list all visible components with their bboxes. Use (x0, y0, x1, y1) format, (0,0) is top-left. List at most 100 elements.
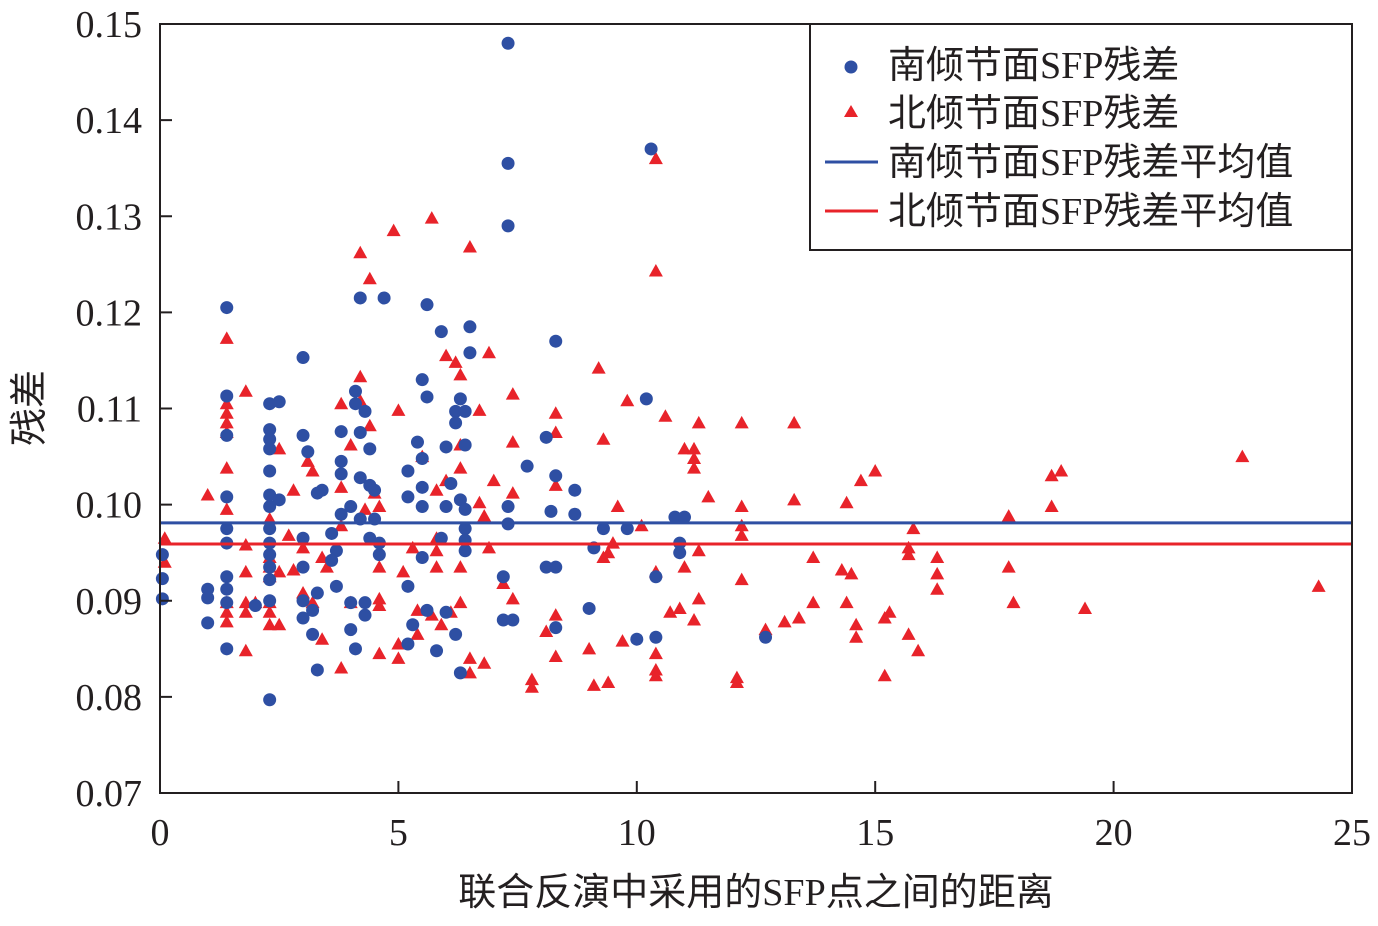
north-residual-point (477, 656, 492, 669)
north-residual-point (663, 605, 678, 618)
north-residual-point (1006, 595, 1021, 609)
south-residual-point (263, 693, 277, 707)
north-residual-point (157, 555, 172, 568)
north-residual-point (849, 630, 864, 643)
south-residual-point (263, 442, 277, 456)
north-residual-point (281, 528, 296, 541)
north-residual-point (286, 562, 301, 576)
south-residual-point (315, 483, 329, 497)
north-residual-point (362, 271, 377, 285)
legend: 南倾节面SFP残差 北倾节面SFP残差 南倾节面SFP残差平均值 北倾节面SFP… (809, 23, 1353, 251)
north-residual-point (434, 617, 449, 631)
south-residual-point (410, 435, 424, 449)
south-residual-point (220, 428, 234, 442)
north-residual-point (219, 331, 234, 344)
north-residual-point (410, 627, 425, 640)
south-residual-point (434, 531, 448, 545)
north-residual-point (448, 355, 463, 368)
south-residual-point (372, 548, 386, 562)
south-residual-point (449, 627, 463, 641)
north-residual-point (505, 591, 520, 605)
north-residual-point (839, 595, 854, 609)
south-residual-point (348, 397, 362, 411)
south-residual-point (263, 500, 277, 514)
south-residual-point (415, 373, 429, 387)
north-residual-point (462, 240, 477, 253)
north-residual-point (1001, 509, 1016, 522)
south-residual-point (155, 592, 169, 606)
south-residual-point (401, 637, 415, 651)
south-residual-point (677, 510, 691, 524)
north-residual-point (462, 651, 477, 664)
north-residual-point (734, 499, 749, 513)
south-residual-point (434, 325, 448, 339)
north-residual-point (787, 415, 802, 429)
north-residual-point (372, 646, 387, 660)
legend-box (809, 23, 1353, 251)
south-residual-point (506, 613, 520, 627)
y-tick-label: 0.07 (76, 773, 143, 815)
north-residual-point (687, 451, 702, 464)
north-residual-point (634, 518, 649, 532)
south-residual-point (353, 471, 367, 485)
north-residual-point (453, 367, 468, 381)
north-residual-point (615, 634, 630, 647)
south-residual-point (501, 219, 515, 233)
north-residual-point (701, 489, 716, 503)
north-residual-point (481, 540, 496, 554)
north-residual-point (219, 461, 234, 474)
north-residual-point (839, 495, 854, 509)
north-residual-point (677, 560, 692, 573)
south-residual-point (439, 500, 453, 514)
north-residual-point (472, 495, 487, 509)
north-residual-point (658, 409, 673, 422)
south-residual-point (296, 594, 310, 608)
south-residual-point (353, 291, 367, 305)
south-residual-point (334, 425, 348, 439)
south-residual-point (296, 611, 310, 625)
north-residual-point (601, 675, 616, 688)
south-residual-point (649, 630, 663, 644)
south-residual-point (363, 442, 377, 456)
south-residual-point (453, 493, 467, 507)
north-residual-point (596, 432, 611, 445)
north-residual-point (691, 543, 706, 557)
north-residual-point (453, 461, 468, 474)
north-residual-point (648, 668, 663, 682)
north-residual-point (610, 499, 625, 513)
south-residual-point (549, 334, 563, 348)
south-residual-point (296, 531, 310, 545)
x-tick-label: 0 (151, 812, 170, 854)
south-residual-point (649, 570, 663, 584)
north-residual-point (911, 643, 926, 657)
north-residual-point (505, 486, 520, 499)
north-residual-point (334, 480, 349, 493)
south-residual-point (549, 469, 563, 483)
north-residual-point (391, 403, 406, 416)
north-residual-point (834, 562, 849, 576)
north-residual-point (505, 435, 520, 448)
south-residual-point (306, 603, 320, 617)
legend-marker-south (844, 60, 858, 74)
north-residual-point (930, 582, 945, 595)
north-residual-point (548, 425, 563, 439)
south-residual-point (520, 459, 534, 473)
south-residual-point (296, 428, 310, 442)
north-residual-point (1054, 463, 1069, 477)
south-residual-point (444, 476, 458, 490)
y-tick-label: 0.15 (76, 4, 143, 46)
x-axis-label: 联合反演中采用的SFP点之间的距离 (458, 872, 1053, 914)
north-residual-point (901, 540, 916, 554)
south-residual-point (439, 440, 453, 454)
north-residual-point (238, 384, 253, 397)
south-residual-point (639, 392, 653, 406)
north-residual-point (648, 646, 663, 660)
north-residual-point (319, 560, 334, 573)
north-residual-point (353, 369, 368, 383)
south-residual-point (263, 464, 277, 478)
north-residual-point (200, 488, 215, 501)
south-residual-point (668, 510, 682, 524)
south-residual-point (568, 483, 582, 497)
south-residual-point (759, 630, 773, 644)
y-tick-label: 0.13 (76, 196, 143, 238)
